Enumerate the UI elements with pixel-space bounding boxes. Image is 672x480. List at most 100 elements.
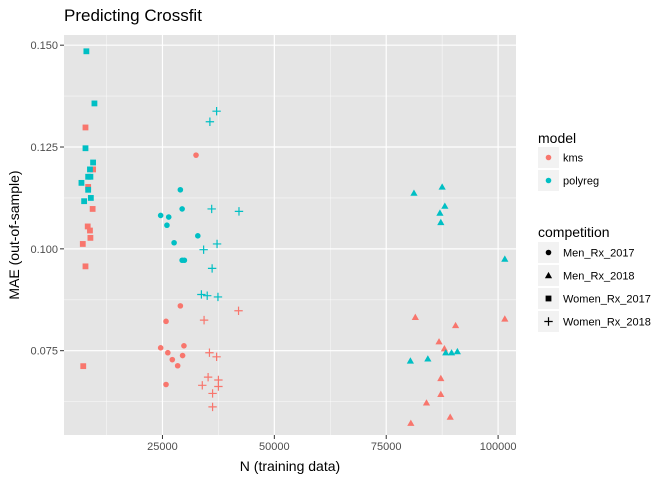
data-point-polyreg-men-rx-2018 xyxy=(447,349,456,356)
data-point-kms-men-rx-2018 xyxy=(422,399,431,406)
data-point-polyreg-women-rx-2018 xyxy=(197,290,206,299)
data-point-polyreg-women-rx-2018 xyxy=(212,239,222,249)
data-point-kms-men-rx-2017 xyxy=(179,352,186,359)
x-tick-label: 100000 xyxy=(480,441,517,453)
data-point-polyreg-women-rx-2018 xyxy=(199,245,208,254)
data-point-polyreg-men-rx-2017 xyxy=(165,214,172,220)
data-point-kms-men-rx-2018 xyxy=(440,345,448,352)
legend-competition-title: competition xyxy=(538,224,610,240)
data-point-kms-men-rx-2018 xyxy=(451,321,460,329)
data-point-polyreg-women-rx-2018 xyxy=(203,291,212,300)
legend-model-title: model xyxy=(538,130,576,146)
data-point-polyreg-men-rx-2018 xyxy=(437,218,445,226)
data-point-kms-women-rx-2018 xyxy=(208,389,217,398)
legend-swatch-women-rx-2017 xyxy=(545,295,552,302)
y-tick-label: 0.100 xyxy=(30,244,58,256)
legend-label-women-rx-2017: Women_Rx_2017 xyxy=(563,294,651,306)
data-point-kms-women-rx-2017 xyxy=(82,263,89,270)
legend-swatch-women-rx-2018 xyxy=(544,317,553,326)
data-point-polyreg-women-rx-2018 xyxy=(234,207,244,216)
data-point-kms-men-rx-2018 xyxy=(446,413,454,420)
legend-label-men-rx-2017: Men_Rx_2017 xyxy=(563,248,635,260)
data-point-polyreg-women-rx-2017 xyxy=(85,186,92,193)
y-axis: 0.075 0.100 0.125 0.150 xyxy=(30,40,64,358)
plot-panel xyxy=(64,35,516,435)
legend-swatch-polyreg xyxy=(545,177,552,184)
x-axis: 25000 50000 75000 100000 xyxy=(147,435,516,453)
data-point-polyreg-women-rx-2018 xyxy=(207,204,216,214)
data-point-polyreg-men-rx-2017 xyxy=(179,206,185,212)
data-point-kms-men-rx-2017 xyxy=(177,303,184,309)
x-tick-label: 25000 xyxy=(147,441,178,453)
y-axis-title: MAE (out-of-sample) xyxy=(6,170,22,299)
x-tick-label: 50000 xyxy=(259,441,290,453)
data-point-kms-women-rx-2018 xyxy=(203,372,213,382)
data-point-kms-men-rx-2018 xyxy=(437,374,445,382)
data-point-polyreg-women-rx-2017 xyxy=(90,159,96,166)
legend-label-women-rx-2018: Women_Rx_2018 xyxy=(563,317,651,329)
data-point-kms-men-rx-2017 xyxy=(163,318,169,325)
legend-swatch-men-rx-2018 xyxy=(544,271,553,279)
data-point-kms-men-rx-2017 xyxy=(157,345,164,351)
data-points xyxy=(78,48,509,426)
data-point-polyreg-women-rx-2018 xyxy=(212,106,221,116)
data-point-polyreg-men-rx-2018 xyxy=(424,355,432,362)
data-point-polyreg-women-rx-2017 xyxy=(83,48,90,55)
data-point-kms-women-rx-2017 xyxy=(80,363,87,370)
data-point-polyreg-men-rx-2018 xyxy=(442,349,450,356)
x-tick-label: 75000 xyxy=(371,441,402,453)
data-point-kms-men-rx-2017 xyxy=(169,356,176,363)
legend-competition: competition Men_Rx_2017 Men_Rx_2018 Women_… xyxy=(538,224,651,332)
y-tick-label: 0.150 xyxy=(30,40,58,52)
data-point-polyreg-women-rx-2017 xyxy=(87,173,94,180)
data-point-kms-women-rx-2017 xyxy=(79,241,86,247)
data-point-polyreg-men-rx-2017 xyxy=(164,222,170,229)
data-point-polyreg-men-rx-2017 xyxy=(157,212,164,219)
legend-label-men-rx-2018: Men_Rx_2018 xyxy=(563,271,635,283)
data-point-kms-men-rx-2017 xyxy=(163,381,169,388)
legend-swatch-men-rx-2017 xyxy=(545,249,552,256)
data-point-kms-men-rx-2018 xyxy=(435,338,443,345)
data-point-kms-men-rx-2017 xyxy=(174,362,181,369)
chart-title: Predicting Crossfit xyxy=(64,6,202,25)
data-point-polyreg-women-rx-2017 xyxy=(82,145,89,152)
data-point-kms-women-rx-2018 xyxy=(234,306,243,315)
data-point-kms-men-rx-2018 xyxy=(501,315,509,322)
x-axis-title: N (training data) xyxy=(240,458,340,474)
data-point-kms-men-rx-2018 xyxy=(411,313,419,320)
data-point-kms-women-rx-2017 xyxy=(90,166,96,173)
data-point-polyreg-men-rx-2018 xyxy=(438,183,446,190)
data-point-polyreg-men-rx-2018 xyxy=(436,209,444,216)
legend-label-kms: kms xyxy=(563,153,584,165)
data-point-polyreg-women-rx-2018 xyxy=(213,292,223,302)
data-point-polyreg-women-rx-2017 xyxy=(87,166,93,173)
data-point-kms-women-rx-2017 xyxy=(84,223,91,230)
data-point-kms-women-rx-2018 xyxy=(214,382,223,391)
data-point-polyreg-men-rx-2018 xyxy=(441,202,449,209)
data-point-polyreg-men-rx-2017 xyxy=(195,233,201,239)
data-point-polyreg-men-rx-2018 xyxy=(501,255,509,262)
data-point-polyreg-men-rx-2017 xyxy=(181,257,188,264)
y-tick-label: 0.075 xyxy=(30,346,58,358)
gridlines xyxy=(64,35,516,435)
data-point-kms-women-rx-2018 xyxy=(198,381,207,390)
y-tick-label: 0.125 xyxy=(30,142,58,154)
legend-label-polyreg: polyreg xyxy=(563,176,599,188)
data-point-kms-women-rx-2018 xyxy=(208,402,217,412)
data-point-polyreg-women-rx-2018 xyxy=(205,117,215,126)
data-point-polyreg-women-rx-2018 xyxy=(207,264,217,273)
data-point-polyreg-women-rx-2017 xyxy=(87,195,94,201)
data-point-kms-men-rx-2017 xyxy=(181,342,187,349)
legend-swatch-kms xyxy=(545,154,552,161)
data-point-polyreg-women-rx-2017 xyxy=(81,198,88,205)
data-point-kms-women-rx-2018 xyxy=(205,348,214,357)
data-point-polyreg-women-rx-2017 xyxy=(78,179,85,186)
data-point-polyreg-men-rx-2017 xyxy=(171,239,177,246)
data-point-polyreg-men-rx-2018 xyxy=(453,347,461,355)
data-point-kms-men-rx-2017 xyxy=(193,152,199,158)
legend-model: model kms polyreg xyxy=(538,130,599,191)
data-point-kms-women-rx-2017 xyxy=(82,124,89,131)
data-point-kms-men-rx-2018 xyxy=(437,390,445,397)
data-point-kms-women-rx-2017 xyxy=(87,227,93,234)
